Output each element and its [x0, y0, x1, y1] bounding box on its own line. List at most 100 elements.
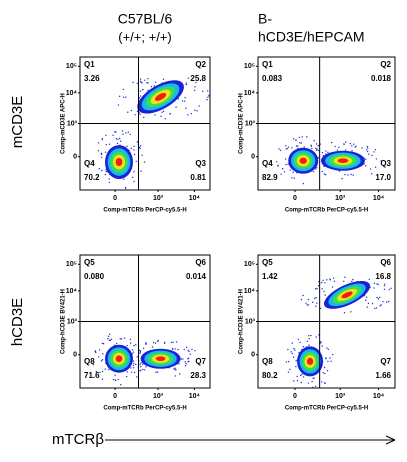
event-dot	[376, 296, 378, 299]
event-dot	[105, 144, 108, 146]
event-dot	[299, 341, 301, 344]
event-dot	[312, 170, 315, 173]
event-dot	[117, 104, 120, 106]
event-dot	[133, 149, 135, 151]
event-dot	[321, 288, 323, 290]
event-dot	[120, 384, 122, 386]
event-dot	[373, 287, 375, 289]
event-dot	[289, 368, 291, 371]
event-dot	[141, 154, 143, 157]
event-dot	[299, 142, 301, 144]
event-dot	[135, 160, 137, 162]
event-dot	[190, 112, 193, 115]
column-title: (+/+; +/+)	[118, 29, 171, 44]
event-dot	[143, 116, 145, 119]
event-dot	[140, 365, 142, 368]
event-dot	[316, 149, 318, 152]
event-dot	[183, 348, 185, 351]
event-dot	[142, 88, 144, 91]
event-dot	[120, 338, 123, 340]
event-dot	[371, 302, 374, 305]
quadrant-value: 70.2	[84, 173, 100, 182]
event-dot	[316, 167, 318, 169]
event-dot	[147, 82, 149, 84]
event-dot	[313, 297, 316, 300]
y-tick-label: 10³	[245, 120, 256, 127]
flow-plot: Q5 1.42 Q6 16.8 Q8 80.2 Q7 1.66 10⁵ 10⁴ 10³ 0 0 10³ 10…	[239, 254, 396, 412]
quadrant-name: Q5	[262, 258, 273, 267]
density-contour	[299, 157, 307, 164]
event-dot	[129, 338, 132, 341]
event-dot	[380, 304, 382, 306]
event-dot	[316, 148, 318, 150]
event-dot	[201, 90, 204, 92]
event-dot	[187, 77, 189, 79]
y-tick-label: 10⁴	[244, 288, 256, 295]
event-dot	[138, 97, 141, 99]
event-dot	[351, 150, 353, 152]
event-dot	[306, 304, 308, 306]
event-dot	[350, 311, 352, 313]
event-dot	[332, 353, 334, 356]
event-dot	[315, 385, 317, 388]
event-dot	[375, 158, 378, 160]
quadrant-name: Q1	[84, 60, 95, 69]
event-dot	[327, 348, 330, 350]
event-dot	[366, 306, 368, 308]
event-dot	[157, 339, 159, 342]
event-dot	[147, 77, 149, 80]
event-dot	[97, 356, 100, 358]
event-dot	[351, 280, 353, 283]
event-dot	[125, 96, 127, 98]
event-dot	[134, 371, 136, 374]
event-dot	[150, 85, 153, 88]
event-dot	[104, 151, 107, 153]
event-dot	[127, 131, 129, 133]
event-dot	[386, 301, 388, 303]
quadrant-name: Q7	[380, 357, 391, 366]
event-dot	[141, 363, 144, 366]
event-dot	[108, 143, 111, 145]
event-dot	[122, 88, 124, 91]
event-dot	[311, 380, 313, 383]
event-dot	[129, 133, 131, 136]
event-dot	[133, 180, 135, 183]
event-dot	[283, 171, 286, 173]
event-dot	[135, 363, 137, 366]
event-dot	[383, 284, 386, 287]
quadrant-value: 0.81	[190, 173, 206, 182]
event-dot	[117, 138, 119, 141]
event-dot	[161, 111, 163, 113]
quadrant-name: Q3	[195, 159, 206, 168]
event-dot	[172, 341, 174, 343]
event-dot	[132, 81, 134, 84]
event-dot	[374, 307, 376, 310]
column-title: B-	[258, 11, 272, 27]
y-axis-label: Comp-hCD3E BV421-H	[239, 289, 245, 354]
event-dot	[177, 98, 180, 100]
event-dot	[112, 378, 115, 381]
event-dot	[184, 96, 186, 99]
event-dot	[118, 137, 121, 139]
event-dot	[278, 148, 280, 150]
event-dot	[330, 360, 332, 363]
y-tick-label: 10³	[245, 318, 256, 325]
y-tick-label: 10⁵	[66, 63, 77, 70]
event-dot	[136, 376, 138, 378]
density-contour	[306, 357, 314, 365]
event-dot	[124, 186, 127, 189]
quadrant-name: Q7	[195, 357, 206, 366]
event-dot	[320, 381, 323, 383]
event-dot	[92, 363, 94, 366]
quadrant-name: Q8	[262, 357, 273, 366]
density-contour	[115, 355, 123, 363]
event-dot	[301, 373, 303, 376]
event-dot	[101, 378, 104, 380]
event-dot	[315, 147, 317, 149]
event-dot	[127, 111, 129, 113]
event-dot	[300, 381, 302, 384]
event-dot	[303, 146, 305, 148]
event-dot	[333, 280, 336, 282]
event-dot	[189, 353, 191, 355]
quadrant-value: 28.3	[190, 371, 206, 380]
